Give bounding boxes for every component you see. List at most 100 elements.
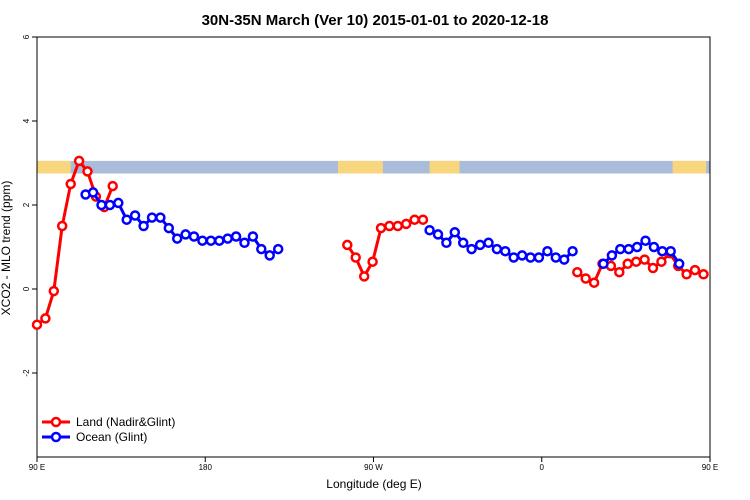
plot-frame [36, 36, 711, 458]
y-tick-label-2: 2 [22, 202, 31, 207]
series-land-point [647, 262, 659, 274]
series-ocean-point [441, 237, 452, 249]
series-ocean-point [96, 199, 107, 211]
series-land-point [73, 155, 85, 167]
series-land-point [639, 254, 650, 265]
series-land-point [400, 218, 412, 230]
legend-ocean-marker [50, 431, 62, 443]
series-ocean-point [264, 250, 275, 261]
y-tick-label-0: -2 [22, 369, 31, 377]
series-ocean-point [146, 212, 158, 223]
series-ocean-point [104, 199, 116, 211]
x-tick-label-3: 0 [540, 463, 545, 472]
series-land-point [622, 258, 633, 270]
series-ocean-point [606, 250, 618, 261]
series-ocean-point [171, 233, 183, 244]
legend-land-marker [50, 416, 62, 428]
series-ocean-point [598, 258, 609, 270]
land-band-2 [429, 160, 460, 174]
land-band-3 [672, 160, 707, 174]
series-land-point [580, 273, 591, 284]
legend-ocean-label: Ocean (Glint) [76, 430, 147, 444]
series-ocean-point [500, 245, 511, 257]
series-land-point [56, 220, 68, 232]
land-band-0 [37, 160, 71, 174]
x-tick-label-2: 90 W [364, 463, 383, 472]
series-ocean-point [640, 235, 651, 246]
series-ocean-point [138, 220, 149, 232]
x-axis: 90 E 180 90 W 0 90 E [29, 457, 718, 472]
series-ocean-point [432, 229, 444, 240]
series-land-point [409, 214, 420, 225]
series-land-point [392, 220, 404, 232]
series-land-point [588, 277, 600, 288]
series-land-point [417, 214, 429, 225]
y-tick-label-1: 0 [22, 286, 31, 291]
series-ocean-point [491, 243, 503, 255]
series-ocean-point [121, 214, 132, 225]
series-ocean [80, 187, 685, 270]
legend: Land (Nadir&Glint) Ocean (Glint) [38, 412, 188, 446]
series-ocean-point [648, 241, 660, 253]
series-land-point [350, 252, 361, 263]
series-ocean-point [180, 229, 191, 240]
series-ocean-point [550, 252, 562, 263]
series-land [31, 155, 709, 330]
series-land-point [82, 166, 93, 177]
series-ocean-point [155, 212, 166, 223]
series-ocean-point [483, 237, 494, 249]
x-tick-label-4: 90 E [702, 463, 718, 472]
series-ocean-point [222, 233, 233, 244]
series-ocean-point [205, 235, 217, 246]
series-land-point [107, 180, 118, 192]
series-ocean-point [466, 243, 477, 255]
series-ocean-point [239, 237, 250, 249]
legend-land-label: Land (Nadir&Glint) [76, 415, 175, 429]
series-land-point [367, 256, 378, 267]
series-ocean-point [623, 243, 634, 255]
chart-title: 30N-35N March (Ver 10) 2015-01-01 to 202… [202, 12, 549, 29]
series-ocean-point [533, 252, 545, 263]
series-land-point [614, 266, 625, 278]
series-ocean-point [214, 235, 225, 246]
x-tick-label-0: 90 E [29, 463, 45, 472]
series-ocean-point [449, 227, 461, 238]
series-ocean-point [87, 187, 99, 198]
series-land-point [48, 285, 60, 297]
series-ocean-point [129, 210, 141, 221]
series-land-point [65, 178, 76, 190]
series-ocean-point [558, 254, 570, 265]
series-ocean-point [113, 197, 124, 209]
series-ocean-point [615, 243, 626, 255]
series-ocean-point [525, 252, 536, 263]
series-ocean-point [256, 243, 267, 255]
y-tick-label-4: 6 [22, 34, 31, 39]
series-ocean-point [657, 245, 668, 257]
series-ocean-point [673, 258, 685, 270]
series-land-point [40, 313, 51, 324]
series-land-point [656, 256, 667, 267]
series-layer [31, 155, 709, 330]
series-land-point [698, 269, 709, 280]
y-axis: -2 0 2 4 6 [22, 34, 37, 377]
series-ocean-point [665, 245, 676, 257]
legend-entry-land: Land (Nadir&Glint) [42, 415, 175, 429]
land-ocean-band [37, 160, 710, 174]
series-ocean-point [272, 243, 284, 255]
series-ocean-point [424, 224, 435, 236]
series-ocean-point [188, 231, 200, 242]
series-ocean-point [542, 245, 553, 257]
series-ocean-point [247, 231, 259, 242]
legend-box [38, 412, 188, 446]
series-land-point [342, 239, 353, 251]
series-ocean-point [197, 235, 208, 246]
series-ocean-point [230, 231, 242, 242]
series-ocean-point [457, 237, 469, 249]
series-land-point [572, 266, 583, 278]
series-land-point [630, 256, 642, 267]
series-land-point [384, 220, 395, 232]
land-band-1 [337, 160, 383, 174]
series-ocean-point [508, 252, 519, 263]
series-land-point [689, 264, 701, 276]
